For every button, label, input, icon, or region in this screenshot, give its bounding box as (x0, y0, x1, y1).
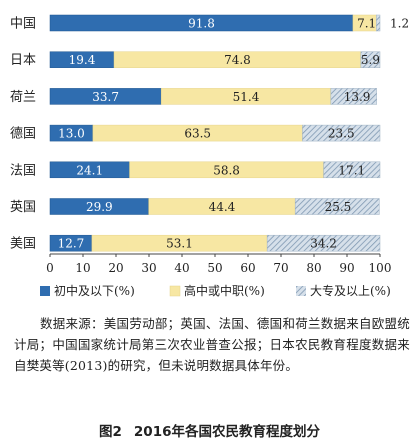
data-label: 34.2 (310, 237, 337, 251)
category-label: 日本 (10, 53, 36, 68)
legend-swatch (296, 286, 306, 296)
data-label: 51.4 (233, 90, 260, 104)
figure-number: 图2 (99, 424, 122, 440)
x-tick-label: 40 (174, 261, 189, 275)
data-label: 33.7 (92, 90, 119, 104)
data-label: 23.5 (328, 127, 355, 141)
x-tick-label: 60 (240, 261, 255, 275)
data-label: 25.5 (325, 200, 352, 214)
data-label: 58.8 (213, 163, 240, 177)
x-tick-label: 30 (141, 261, 156, 275)
data-label: 12.7 (58, 237, 85, 251)
bar-segment (323, 161, 381, 179)
data-label: 29.9 (86, 200, 113, 214)
source-note: 数据来源：美国劳动部；英国、法国、德国和荷兰数据来自欧盟统计局；中国国家统计局第… (14, 316, 410, 373)
x-tick-label: 80 (306, 261, 321, 275)
data-label: 19.4 (69, 53, 96, 67)
x-tick-label: 100 (369, 261, 392, 275)
figure-title: 2016年各国农民教育程度划分 (133, 424, 320, 440)
legend-swatch (40, 286, 50, 296)
legend-swatch (169, 285, 181, 297)
category-label: 荷兰 (10, 90, 36, 105)
figure-caption: 图2 2016年各国农民教育程度划分 (0, 420, 419, 440)
x-tick-label: 20 (108, 261, 123, 275)
x-tick-label: 10 (75, 261, 90, 275)
x-tick-label: 90 (339, 261, 354, 275)
category-label: 英国 (10, 200, 36, 215)
bars-layer: 中国 91.8 7.1 1.2 日本 19.4 74.8 5.9 荷兰 33.7 51.4 13.9 德… (10, 14, 409, 252)
data-label: 13.9 (344, 90, 371, 104)
x-axis: 0 10 20 30 40 50 60 70 80 90 100 (46, 253, 392, 275)
data-label: 53.1 (166, 237, 193, 251)
x-tick-label: 50 (207, 261, 222, 275)
data-label: 44.4 (209, 200, 236, 214)
category-label: 美国 (10, 237, 36, 252)
data-label: 91.8 (188, 17, 215, 31)
legend-label: 大专及以上(%) (310, 283, 391, 298)
bar-segment (302, 124, 381, 142)
legend: 初中及以下(%) 高中或中职(%) 大专及以上(%) (40, 283, 391, 298)
data-label: 1.2 (390, 17, 409, 31)
data-label: 74.8 (224, 53, 251, 67)
x-tick-label: 70 (273, 261, 288, 275)
data-label: 13.0 (58, 127, 85, 141)
category-label: 中国 (10, 17, 36, 32)
bar-segment (360, 51, 381, 68)
data-label: 17.1 (338, 163, 365, 177)
bar-segment (266, 234, 381, 252)
data-label: 24.1 (76, 163, 103, 177)
data-label: 5.9 (361, 53, 380, 67)
data-label: 63.5 (184, 127, 211, 141)
legend-label: 高中或中职(%) (184, 283, 265, 298)
bar-segment (376, 14, 381, 32)
bar-segment (294, 198, 380, 215)
x-tick-label: 0 (46, 261, 54, 275)
legend-label: 初中及以下(%) (54, 283, 135, 298)
category-label: 德国 (10, 127, 36, 142)
bar-segment (330, 88, 377, 105)
stacked-bar-chart: 中国 91.8 7.1 1.2 日本 19.4 74.8 5.9 荷兰 33.7 51.4 13.9 德… (10, 14, 409, 298)
category-label: 法国 (10, 163, 36, 178)
data-label: 7.1 (357, 17, 376, 31)
